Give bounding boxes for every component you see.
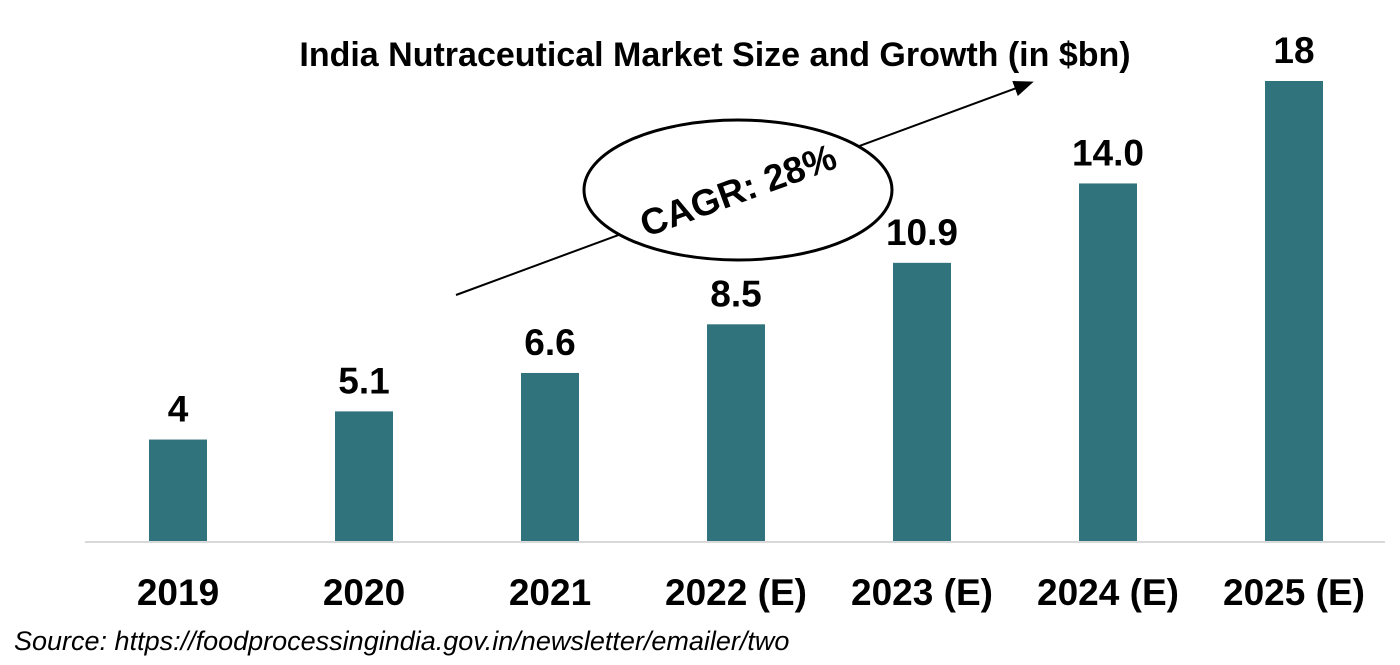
data-label-0: 4 [168, 389, 189, 430]
cagr-annotation: CAGR: 28% [582, 118, 894, 262]
bar-2020 [335, 411, 393, 542]
x-tick-label-5: 2024 (E) [1037, 572, 1179, 613]
data-label-1: 5.1 [338, 360, 389, 401]
data-labels: 4 5.1 6.6 8.5 10.9 14.0 18 [168, 30, 1315, 430]
x-tick-label-6: 2025 (E) [1223, 572, 1365, 613]
data-label-6: 18 [1273, 30, 1314, 71]
x-axis-ticks: 2019 2020 2021 2022 (E) 2023 (E) 2024 (E) 2025… [137, 572, 1365, 613]
bar-2021 [521, 372, 579, 542]
x-tick-label-0: 2019 [137, 572, 219, 613]
bar-series [149, 81, 1323, 542]
source-note: Source: https://foodprocessingindia.gov.… [14, 626, 789, 656]
data-label-4: 10.9 [886, 212, 958, 253]
x-tick-label-2: 2021 [509, 572, 591, 613]
bar-2019 [149, 439, 207, 542]
bar-2023-e [893, 262, 951, 542]
x-tick-label-1: 2020 [323, 572, 405, 613]
bar-2022-e [707, 324, 765, 542]
data-label-3: 8.5 [710, 273, 761, 314]
cagr-ellipse [582, 118, 894, 262]
chart-title: India Nutraceutical Market Size and Grow… [299, 36, 1130, 74]
bar-2025-e [1265, 81, 1323, 542]
data-label-5: 14.0 [1072, 132, 1144, 173]
x-tick-label-4: 2023 (E) [851, 572, 993, 613]
x-tick-label-3: 2022 (E) [665, 572, 807, 613]
data-label-2: 6.6 [524, 322, 575, 363]
bar-2024-e [1079, 183, 1137, 542]
